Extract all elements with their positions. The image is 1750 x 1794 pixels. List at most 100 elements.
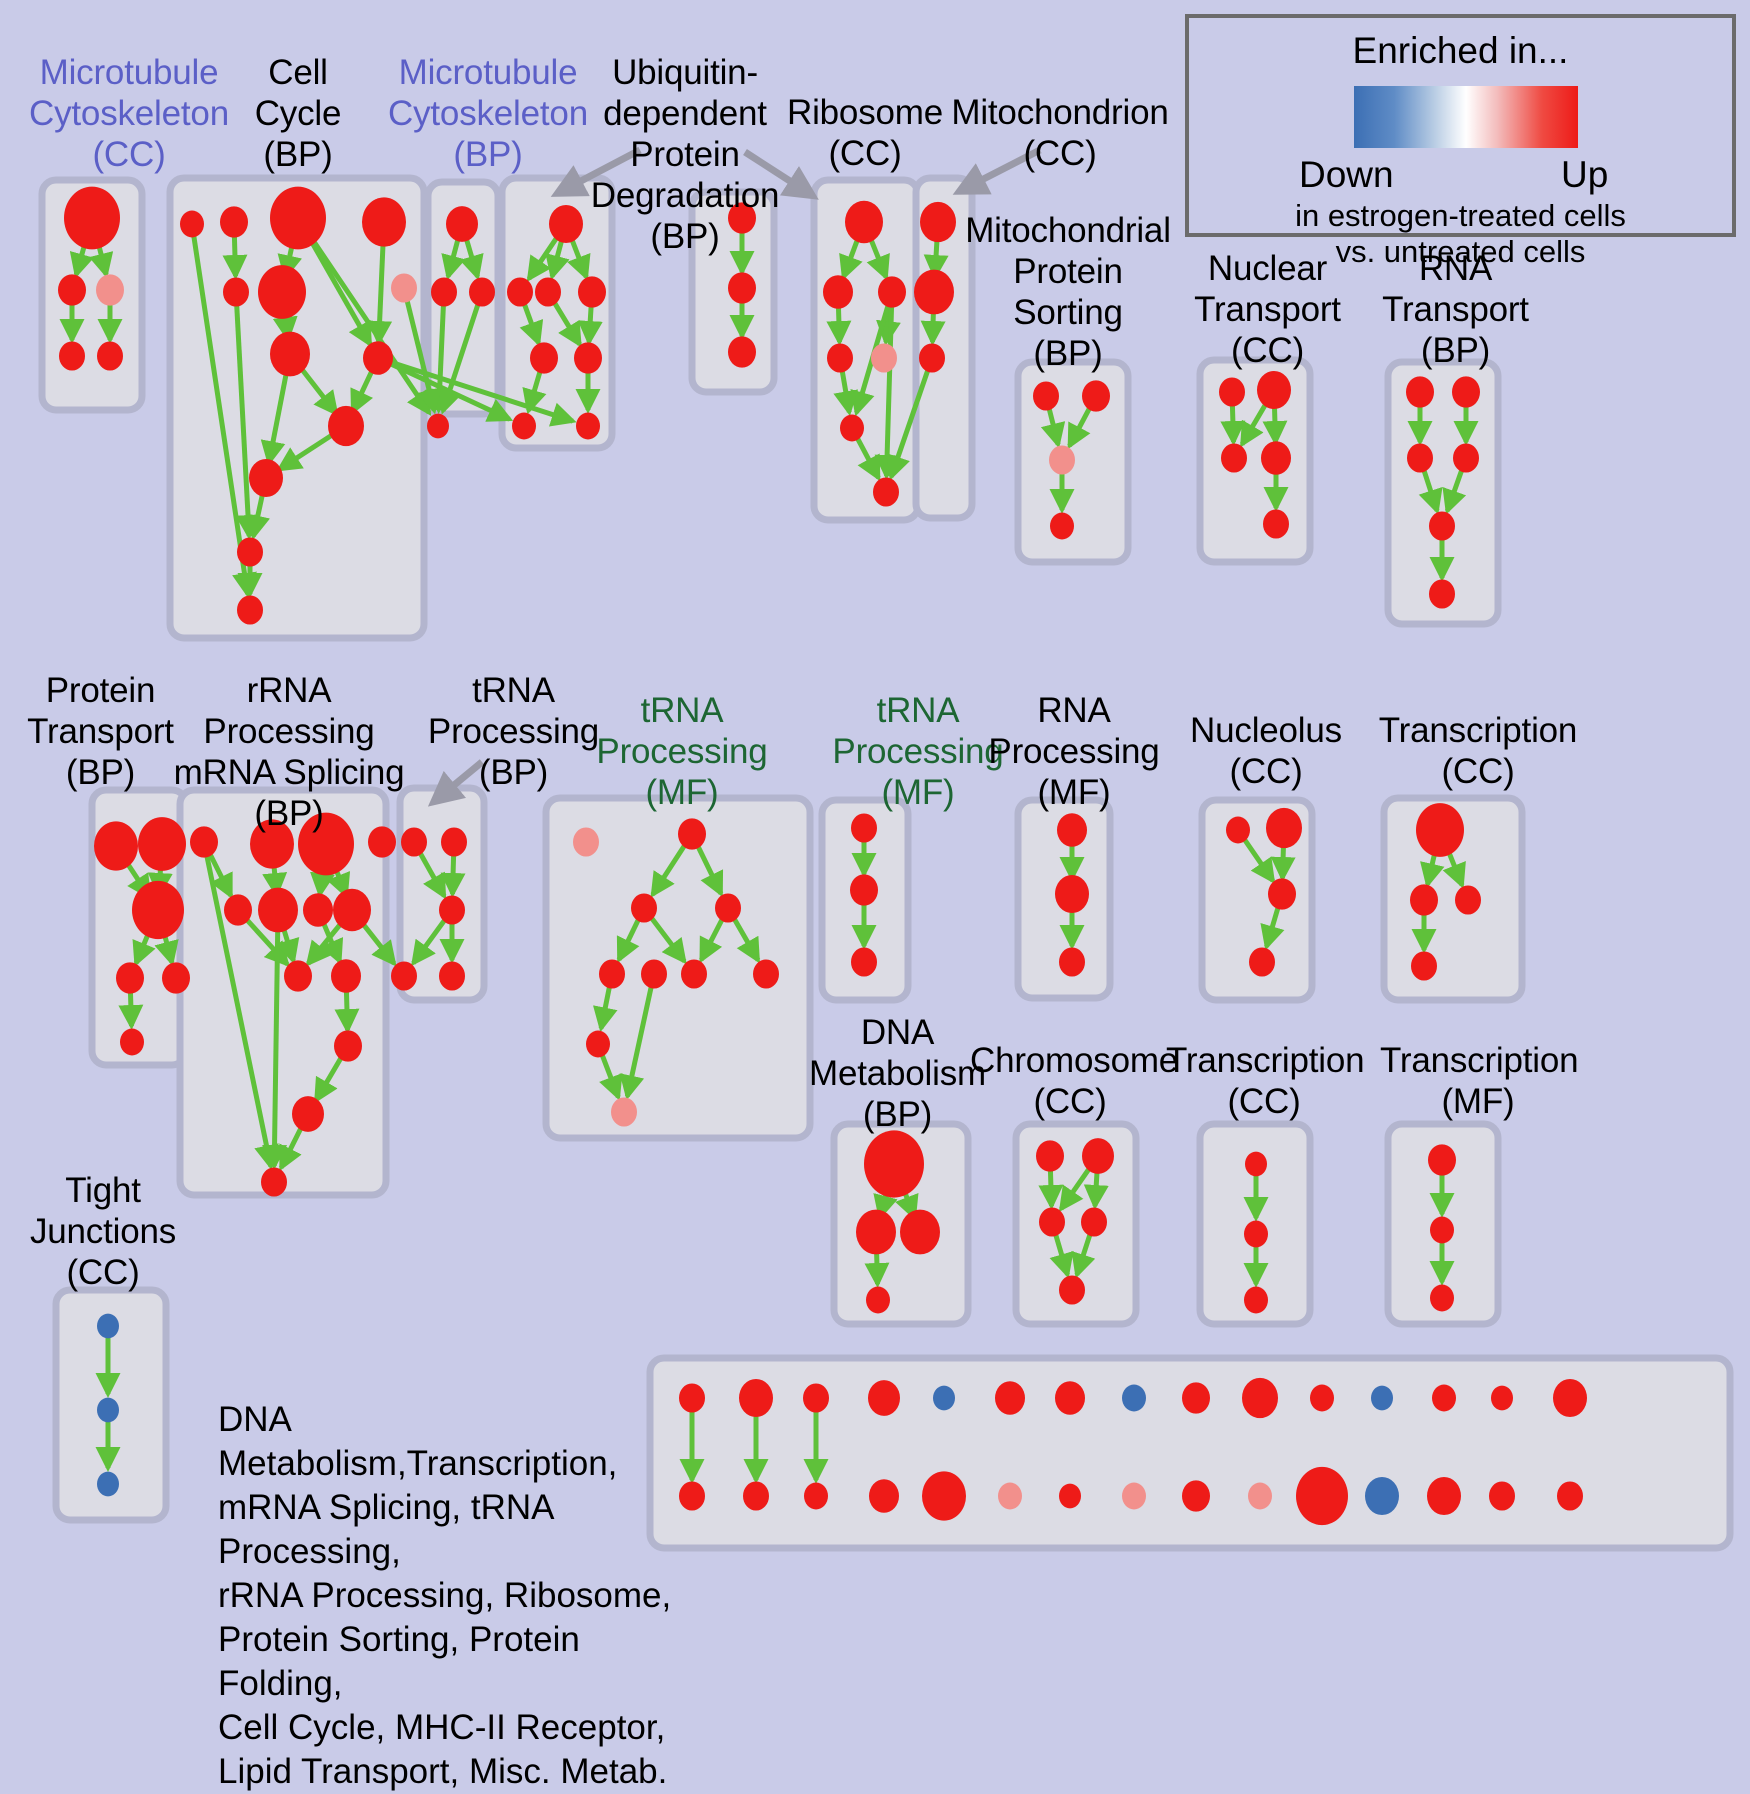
pathway-node[interactable] — [1489, 1481, 1515, 1511]
pathway-node[interactable] — [1245, 1151, 1267, 1177]
pathway-node[interactable] — [512, 412, 536, 440]
pathway-node[interactable] — [162, 962, 190, 994]
pathway-node[interactable] — [1057, 813, 1087, 847]
pathway-node[interactable] — [1410, 884, 1438, 916]
pathway-node[interactable] — [1081, 1207, 1107, 1237]
pathway-node[interactable] — [866, 1286, 890, 1314]
pathway-node[interactable] — [237, 537, 263, 567]
pathway-node[interactable] — [401, 827, 427, 857]
pathway-node[interactable] — [223, 277, 249, 307]
pathway-node[interactable] — [258, 265, 306, 319]
pathway-node[interactable] — [641, 959, 667, 989]
pathway-node[interactable] — [535, 277, 561, 307]
pathway-node[interactable] — [298, 812, 354, 876]
pathway-node[interactable] — [753, 959, 779, 989]
pathway-node[interactable] — [1036, 1140, 1064, 1172]
pathway-node[interactable] — [678, 818, 706, 850]
pathway-node[interactable] — [611, 1097, 637, 1127]
pathway-node[interactable] — [1406, 376, 1434, 408]
pathway-node[interactable] — [1452, 376, 1480, 408]
pathway-node[interactable] — [1310, 1384, 1334, 1412]
pathway-node[interactable] — [803, 1383, 829, 1413]
pathway-node[interactable] — [97, 1471, 119, 1497]
pathway-node[interactable] — [1050, 512, 1074, 540]
pathway-node[interactable] — [97, 1313, 119, 1339]
pathway-node[interactable] — [334, 1030, 362, 1062]
pathway-node[interactable] — [59, 341, 85, 371]
pathway-node[interactable] — [1244, 1286, 1268, 1314]
pathway-node[interactable] — [922, 1471, 966, 1521]
pathway-node[interactable] — [845, 200, 883, 244]
pathway-node[interactable] — [599, 959, 625, 989]
pathway-node[interactable] — [1033, 381, 1059, 411]
pathway-node[interactable] — [631, 893, 657, 923]
pathway-node[interactable] — [258, 887, 298, 933]
pathway-node[interactable] — [1082, 1138, 1114, 1174]
pathway-node[interactable] — [284, 960, 312, 992]
pathway-node[interactable] — [1059, 947, 1085, 977]
pathway-node[interactable] — [574, 342, 602, 374]
pathway-node[interactable] — [1268, 878, 1296, 910]
pathway-node[interactable] — [864, 1130, 924, 1198]
pathway-node[interactable] — [1249, 947, 1275, 977]
pathway-node[interactable] — [270, 331, 310, 377]
pathway-node[interactable] — [64, 186, 120, 250]
pathway-node[interactable] — [739, 1378, 773, 1418]
pathway-node[interactable] — [1371, 1385, 1393, 1411]
pathway-node[interactable] — [331, 959, 361, 993]
pathway-node[interactable] — [180, 210, 204, 238]
pathway-node[interactable] — [933, 1385, 955, 1411]
pathway-node[interactable] — [1122, 1482, 1146, 1510]
pathway-node[interactable] — [237, 595, 263, 625]
pathway-node[interactable] — [1266, 807, 1302, 849]
pathway-node[interactable] — [878, 276, 906, 308]
pathway-node[interactable] — [292, 1096, 324, 1132]
pathway-node[interactable] — [743, 1481, 769, 1511]
pathway-node[interactable] — [138, 817, 186, 871]
pathway-node[interactable] — [914, 269, 954, 315]
pathway-node[interactable] — [391, 273, 417, 303]
pathway-node[interactable] — [427, 413, 449, 439]
pathway-node[interactable] — [851, 947, 877, 977]
pathway-node[interactable] — [873, 477, 899, 507]
pathway-node[interactable] — [1122, 1384, 1146, 1412]
pathway-node[interactable] — [1059, 1483, 1081, 1509]
pathway-node[interactable] — [1455, 885, 1481, 915]
pathway-node[interactable] — [94, 821, 138, 871]
pathway-node[interactable] — [1049, 445, 1075, 475]
pathway-node[interactable] — [920, 201, 956, 243]
pathway-node[interactable] — [1244, 1220, 1268, 1248]
pathway-node[interactable] — [840, 414, 864, 442]
pathway-node[interactable] — [507, 277, 533, 307]
pathway-node[interactable] — [1182, 1480, 1210, 1512]
pathway-node[interactable] — [120, 1028, 144, 1056]
pathway-node[interactable] — [804, 1482, 828, 1510]
pathway-node[interactable] — [1416, 803, 1464, 857]
pathway-node[interactable] — [446, 206, 478, 242]
pathway-node[interactable] — [439, 961, 465, 991]
pathway-node[interactable] — [439, 895, 465, 925]
pathway-node[interactable] — [469, 277, 495, 307]
pathway-node[interactable] — [362, 197, 406, 247]
pathway-node[interactable] — [1407, 443, 1433, 473]
pathway-node[interactable] — [249, 458, 283, 498]
pathway-node[interactable] — [1430, 1216, 1454, 1244]
pathway-node[interactable] — [728, 336, 756, 368]
pathway-node[interactable] — [681, 959, 707, 989]
pathway-node[interactable] — [303, 893, 333, 927]
pathway-node[interactable] — [919, 343, 945, 373]
pathway-node[interactable] — [1219, 377, 1245, 407]
pathway-node[interactable] — [190, 826, 218, 858]
pathway-node[interactable] — [715, 893, 741, 923]
pathway-node[interactable] — [1257, 370, 1291, 410]
pathway-node[interactable] — [1248, 1482, 1272, 1510]
pathway-node[interactable] — [1557, 1481, 1583, 1511]
pathway-node[interactable] — [220, 206, 248, 238]
pathway-node[interactable] — [132, 880, 184, 940]
pathway-node[interactable] — [1221, 443, 1247, 473]
pathway-node[interactable] — [270, 186, 326, 250]
pathway-node[interactable] — [368, 826, 396, 858]
pathway-node[interactable] — [1055, 874, 1089, 914]
pathway-node[interactable] — [578, 276, 606, 308]
pathway-node[interactable] — [1453, 443, 1479, 473]
